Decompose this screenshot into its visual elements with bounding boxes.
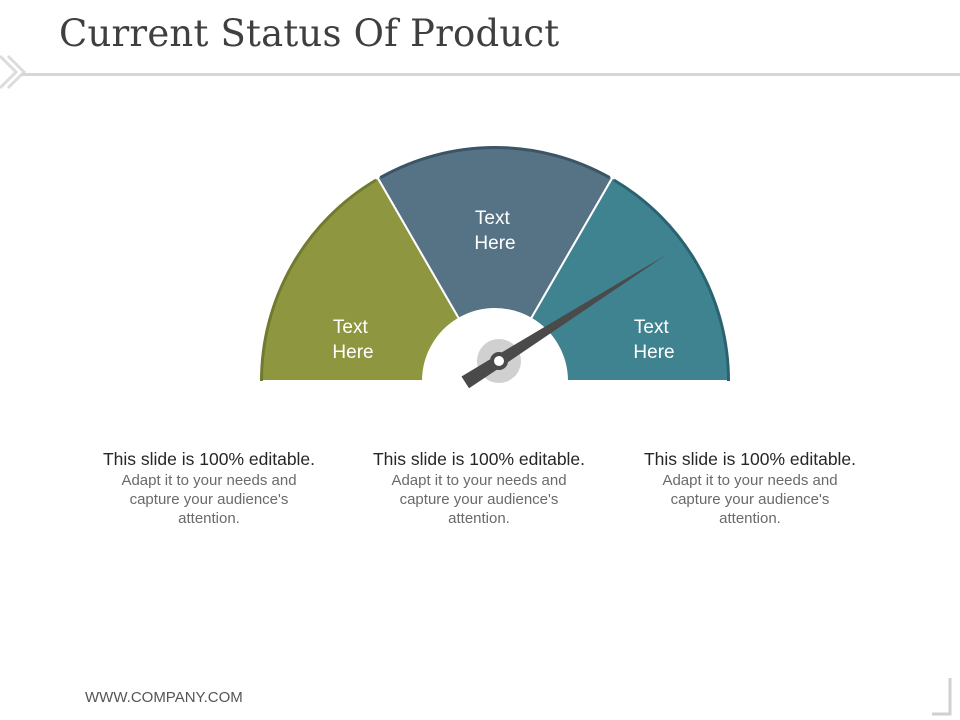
- gauge-base-mask: [250, 381, 740, 401]
- gauge-needle: [461, 254, 667, 389]
- corner-bracket-icon: [932, 678, 952, 716]
- company-website: WWW.COMPANY.COM: [85, 689, 243, 706]
- description-body: Adapt it to your needs and capture your …: [391, 472, 567, 527]
- gauge-segment-rim-3: [613, 178, 730, 382]
- gauge-segment-rim-1: [260, 178, 377, 382]
- description-body: Adapt it to your needs and capture your …: [121, 472, 297, 527]
- description-block-3: This slide is 100% editable. Adapt it to…: [615, 448, 885, 528]
- description-body: Adapt it to your needs and capture your …: [662, 472, 838, 527]
- description-heading: This slide is 100% editable.: [102, 449, 316, 469]
- gauge-segment-rim-2: [379, 146, 611, 179]
- speedometer-gauge: Text Here Text Here Text Here: [250, 145, 740, 401]
- needle-pivot: [490, 352, 508, 370]
- chevron-decoration-icon: [0, 54, 27, 90]
- description-heading: This slide is 100% editable.: [372, 449, 586, 469]
- slide-title: Current Status Of Product: [59, 12, 560, 55]
- description-heading: This slide is 100% editable.: [643, 449, 857, 469]
- description-block-2: This slide is 100% editable. Adapt it to…: [344, 448, 614, 528]
- segment-2-label: Text Here: [474, 208, 515, 254]
- segment-1-label: Text Here: [332, 317, 373, 363]
- description-block-1: This slide is 100% editable. Adapt it to…: [74, 448, 344, 528]
- header-divider: [22, 73, 960, 76]
- segment-3-label: Text Here: [633, 317, 674, 363]
